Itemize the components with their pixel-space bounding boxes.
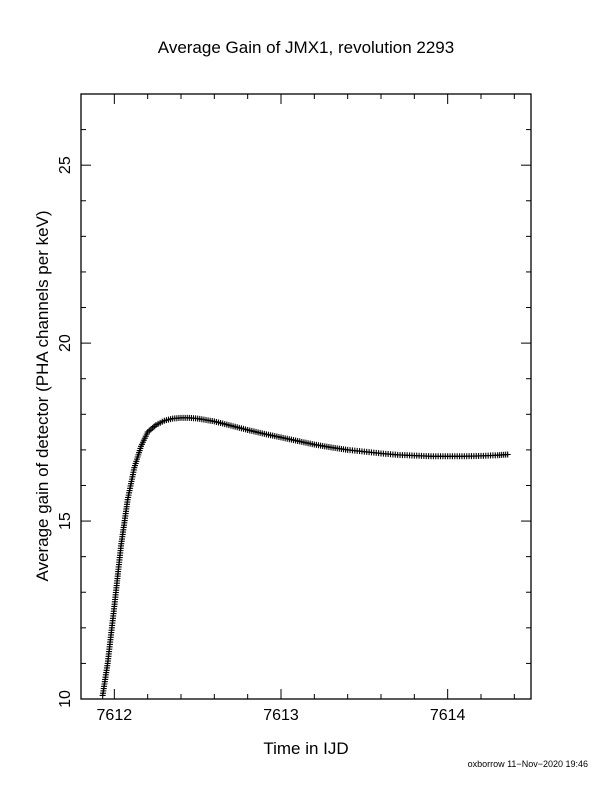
- x-tick-label: 7612: [97, 707, 133, 724]
- chart-title: Average Gain of JMX1, revolution 2293: [158, 38, 454, 57]
- y-tick-label: 20: [57, 334, 74, 352]
- data-markers: [99, 414, 511, 699]
- y-tick-label: 15: [57, 512, 74, 530]
- y-tick-label: 25: [57, 156, 74, 174]
- x-axis-tick-labels: 7612 7613 7614: [97, 707, 466, 724]
- plot-frame: [80, 93, 532, 700]
- x-axis-label: Time in IJD: [263, 739, 348, 758]
- data-point: [504, 451, 511, 458]
- y-tick-label: 10: [57, 690, 74, 708]
- x-tick-label: 7614: [430, 707, 466, 724]
- y-axis-label: Average gain of detector (PHA channels p…: [33, 210, 52, 581]
- footer-credit: oxborrow 11−Nov−2020 19:46: [468, 759, 588, 769]
- y-axis-tick-labels: 10 15 20 25: [57, 156, 74, 708]
- x-tick-label: 7613: [263, 707, 299, 724]
- axis-ticks: [80, 93, 531, 700]
